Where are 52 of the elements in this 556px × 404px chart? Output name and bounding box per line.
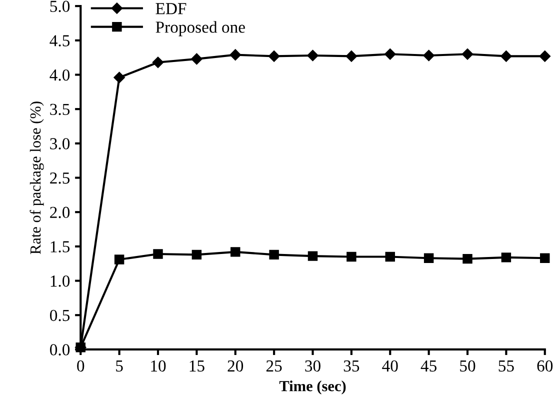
point — [501, 252, 512, 262]
x-tick-label: 5 — [116, 360, 123, 372]
x-tick-label: 35 — [344, 360, 360, 372]
point — [307, 50, 318, 62]
point — [114, 72, 125, 84]
point — [230, 49, 241, 60]
point — [153, 249, 163, 259]
y-tick-label: 2.5 — [50, 172, 70, 184]
x-tick-label: 20 — [228, 360, 244, 372]
point — [462, 254, 472, 264]
x-axis-title: Time (sec) — [279, 380, 346, 394]
x-tick-label: 25 — [266, 360, 282, 372]
point — [424, 253, 434, 263]
point — [269, 250, 279, 260]
point — [152, 56, 164, 68]
point — [308, 251, 318, 261]
point — [384, 48, 396, 60]
x-tick-label: 10 — [151, 360, 166, 372]
y-tick-label: 4.5 — [50, 35, 70, 46]
y-tick-label: 5.0 — [50, 0, 70, 12]
point — [230, 247, 240, 257]
point — [191, 53, 202, 65]
point — [423, 50, 434, 62]
x-tick-label: 40 — [382, 360, 398, 372]
y-axis-title: Rate of package lose (%) — [30, 102, 44, 254]
x-tick-label: 0 — [77, 360, 84, 372]
y-tick-label: 3.5 — [50, 104, 70, 116]
point — [462, 48, 474, 60]
point — [346, 50, 358, 62]
y-tick-label: 1.5 — [50, 241, 70, 252]
point — [540, 253, 550, 263]
legend-label: Proposed one — [156, 21, 245, 36]
y-tick-label: 4.0 — [50, 69, 70, 81]
x-tick-label: 15 — [190, 360, 204, 372]
y-tick-label: 0.0 — [50, 344, 70, 356]
y-tick-label: 0.5 — [50, 310, 70, 322]
y-tick-label: 2.0 — [50, 206, 70, 218]
x-tick-label: 30 — [305, 360, 320, 372]
point — [114, 254, 124, 264]
legend-label: EDF — [156, 3, 186, 14]
point — [268, 50, 280, 62]
point — [192, 250, 202, 260]
point — [500, 50, 512, 62]
x-tick-label: 45 — [420, 360, 436, 372]
point — [385, 252, 395, 262]
point — [539, 50, 550, 62]
y-tick-label: 1.0 — [50, 275, 70, 287]
x-tick-label: 60 — [537, 360, 553, 372]
point — [346, 252, 356, 262]
x-tick-label: 55 — [498, 360, 514, 372]
y-tick-label: 3.0 — [50, 138, 70, 150]
x-tick-label: 50 — [460, 360, 476, 372]
